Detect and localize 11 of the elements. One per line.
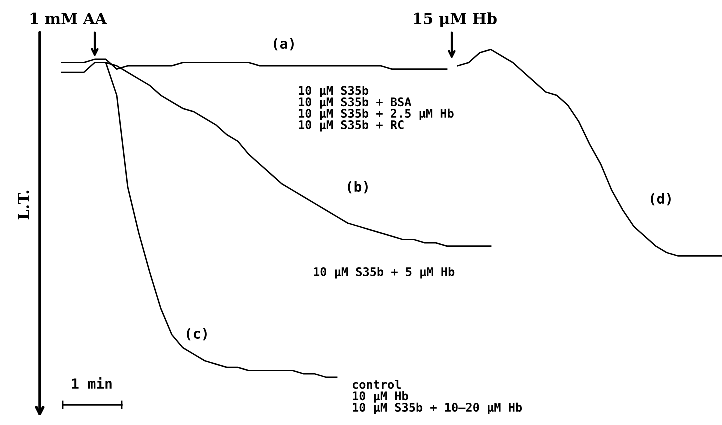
annotation: 1 min (72, 378, 112, 389)
series-label: (c) (187, 328, 207, 341)
series-label: (d) (651, 193, 671, 206)
annotation: 10 μM S35b 10 μM S35b + BSA 10 μM S35b + 2.5 μM Hb 10 μM S35b + RC (299, 86, 454, 132)
annotation: 10 μM S35b + 5 μM Hb (314, 267, 455, 279)
y-axis-title: L.T. (18, 190, 30, 220)
text: 1 mM AA (30, 12, 108, 24)
text: 15 μM Hb (414, 12, 497, 28)
text: control 10 μM Hb 10 μM S35b + 10–20 μM Hb (352, 380, 522, 414)
series-label: (a) (274, 38, 294, 51)
series-label: (b) (348, 181, 368, 194)
